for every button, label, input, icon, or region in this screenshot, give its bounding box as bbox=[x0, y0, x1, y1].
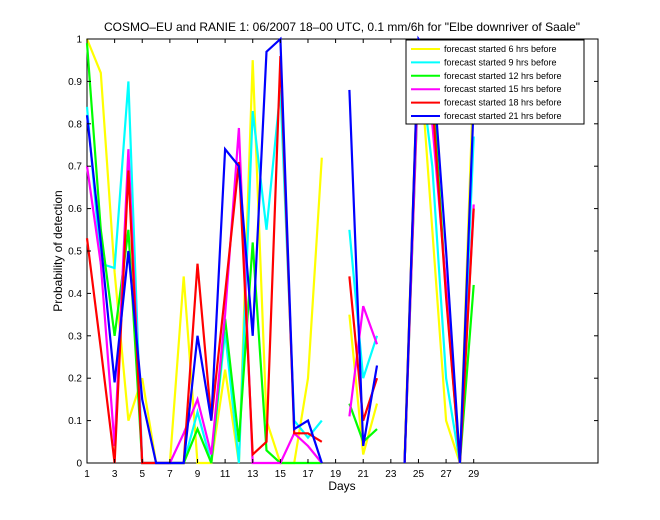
y-tick-label: 0.8 bbox=[68, 119, 82, 130]
x-tick-label: 7 bbox=[167, 469, 173, 480]
legend-box bbox=[405, 39, 585, 125]
x-tick-label: 23 bbox=[385, 469, 397, 480]
y-axis-ticks: 0 0.1 0.2 0.3 0.4 0.5 0.6 0.7 0.8 0.9 1 bbox=[68, 35, 598, 470]
legend-entries: forecast started 6 hrs before forecast st… bbox=[411, 44, 562, 121]
y-tick-label: 0.3 bbox=[68, 331, 82, 342]
legend-label: forecast started 18 hrs before bbox=[444, 98, 562, 108]
y-tick-label: 0.9 bbox=[68, 77, 82, 88]
legend-label: forecast started 9 hrs before bbox=[444, 57, 557, 67]
y-tick-label: 0.2 bbox=[68, 374, 82, 385]
x-tick-label: 5 bbox=[139, 469, 145, 480]
y-axis-label: Probability of detection bbox=[51, 190, 65, 311]
x-tick-label: 29 bbox=[468, 469, 480, 480]
x-tick-label: 1 bbox=[84, 469, 90, 480]
x-tick-label: 21 bbox=[358, 469, 370, 480]
x-tick-label: 13 bbox=[247, 469, 259, 480]
x-tick-label: 25 bbox=[413, 469, 425, 480]
x-tick-label: 9 bbox=[195, 469, 201, 480]
y-tick-label: 1 bbox=[76, 35, 82, 46]
y-tick-label: 0.7 bbox=[68, 162, 82, 173]
x-tick-label: 27 bbox=[441, 469, 453, 480]
legend: forecast started 6 hrs before forecast st… bbox=[405, 39, 585, 125]
x-tick-label: 15 bbox=[275, 469, 287, 480]
x-tick-label: 17 bbox=[302, 469, 314, 480]
x-tick-label: 11 bbox=[220, 469, 231, 480]
chart-title: COSMO–EU and RANIE 1: 06/2007 18–00 UTC,… bbox=[104, 20, 580, 34]
legend-label: forecast started 6 hrs before bbox=[444, 44, 557, 54]
y-tick-label: 0.1 bbox=[68, 416, 82, 427]
legend-label: forecast started 15 hrs before bbox=[444, 84, 562, 94]
y-tick-label: 0.4 bbox=[68, 289, 82, 300]
y-tick-label: 0 bbox=[76, 459, 82, 470]
x-tick-label: 19 bbox=[330, 469, 342, 480]
y-tick-label: 0.5 bbox=[68, 247, 82, 258]
legend-label: forecast started 21 hrs before bbox=[444, 111, 562, 121]
x-tick-label: 3 bbox=[112, 469, 118, 480]
x-axis-label: Days bbox=[328, 479, 355, 493]
legend-label: forecast started 12 hrs before bbox=[444, 71, 562, 81]
x-axis-ticks: 1 3 5 7 9 11 13 15 17 19 21 23 25 27 29 bbox=[84, 39, 480, 480]
y-tick-label: 0.6 bbox=[68, 204, 82, 215]
